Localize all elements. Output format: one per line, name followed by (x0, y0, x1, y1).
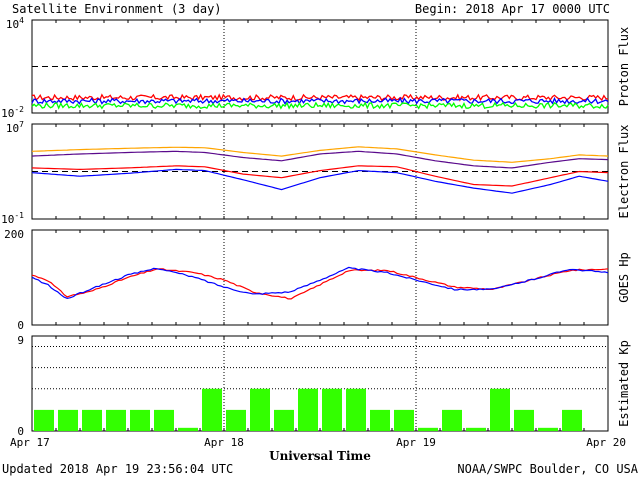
chart-panels: 104 10-2 Proton Flux 107 10-1 Electron Flux 20… (1, 16, 631, 438)
y-axis-label: Electron Flux (617, 125, 631, 219)
kp-bar (34, 409, 54, 431)
kp-bar (130, 409, 150, 431)
x-tick-label: Apr 19 (396, 436, 436, 449)
series-line-red (31, 268, 609, 300)
kp-bar (418, 427, 438, 431)
kp-bar (322, 388, 342, 431)
x-axis-ticks: Apr 17 Apr 18 Apr 19 Apr 20 (10, 436, 626, 449)
kp-bar (178, 427, 198, 431)
kp-bar (106, 409, 126, 431)
kp-bar (274, 409, 294, 431)
series-line-green (31, 101, 609, 110)
updated-time: Updated 2018 Apr 19 23:56:04 UTC (2, 462, 233, 476)
kp-bar (346, 388, 366, 431)
y-axis-label: GOES Hp (617, 252, 631, 303)
y-tick-label: 0 (17, 319, 24, 332)
panel-proton: 104 10-2 Proton Flux (1, 16, 631, 120)
chart-title: Satellite Environment (3 day) (12, 2, 222, 16)
y-tick-label: 9 (17, 334, 24, 347)
series-line-blue (31, 168, 609, 194)
x-tick-label: Apr 20 (586, 436, 626, 449)
credit-text: NOAA/SWPC Boulder, CO USA (457, 462, 638, 476)
kp-bar (514, 409, 534, 431)
panel-frame (31, 229, 609, 326)
series-line-blue (31, 266, 609, 300)
kp-bar (538, 427, 558, 431)
kp-bar (58, 409, 78, 431)
series-line-red (31, 165, 609, 187)
y-axis-label: Proton Flux (617, 27, 631, 106)
begin-time: Begin: 2018 Apr 17 0000 UTC (415, 2, 610, 16)
kp-bar (154, 409, 174, 431)
y-tick-label: 0 (17, 425, 24, 438)
x-tick-label: Apr 17 (10, 436, 50, 449)
series-line-orange (31, 146, 609, 163)
kp-bar (298, 388, 318, 431)
y-tick-label: 107 (6, 120, 24, 135)
x-axis-title: Universal Time (269, 449, 371, 463)
y-axis-label: Estimated Kp (617, 340, 631, 427)
kp-bar (82, 409, 102, 431)
y-tick-label: 104 (6, 16, 24, 31)
panel-goes_hp: 200 0 GOES Hp (4, 228, 631, 332)
panel-electron: 107 10-1 Electron Flux (1, 120, 631, 226)
series-line-purple (31, 150, 609, 169)
kp-bar (250, 388, 270, 431)
kp-bar (562, 409, 582, 431)
kp-bar (394, 409, 414, 431)
kp-bar (226, 409, 246, 431)
kp-bar (442, 409, 462, 431)
y-tick-label: 10-2 (1, 105, 24, 120)
kp-bar (202, 388, 222, 431)
x-tick-label: Apr 18 (204, 436, 244, 449)
series-line-blue (31, 96, 609, 105)
kp-bar (466, 427, 486, 431)
kp-bar (370, 409, 390, 431)
y-tick-label: 10-1 (1, 211, 24, 226)
panel-frame (31, 123, 609, 220)
kp-bar (490, 388, 510, 431)
y-tick-label: 200 (4, 228, 24, 241)
panel-kp: 9 0 Estimated Kp (17, 334, 631, 438)
